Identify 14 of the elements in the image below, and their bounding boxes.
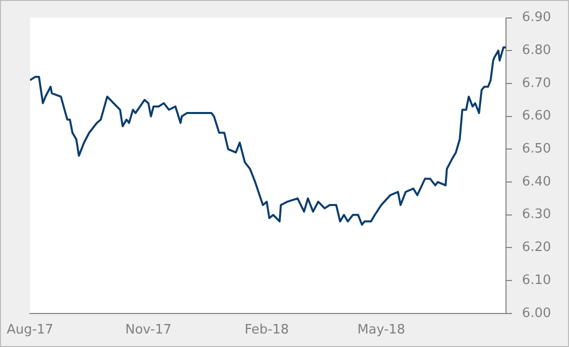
- y-tick-label: 6.10: [522, 272, 552, 288]
- y-tick-label: 6.20: [522, 240, 552, 256]
- x-tick-label: Feb-18: [244, 322, 289, 338]
- x-tick-label: May-18: [357, 322, 406, 338]
- y-tick-label: 6.40: [522, 174, 552, 190]
- y-tick-label: 6.00: [522, 306, 552, 321]
- y-tick-label: 6.90: [522, 10, 552, 26]
- x-tick-label: Aug-17: [6, 322, 54, 338]
- x-tick-label: Nov-17: [125, 322, 172, 338]
- y-tick-label: 6.60: [522, 108, 552, 124]
- y-tick-label: 6.30: [522, 207, 552, 222]
- y-tick-label: 6.80: [522, 43, 552, 58]
- y-tick-label: 6.70: [522, 76, 552, 91]
- y-tick-label: 6.50: [522, 142, 552, 157]
